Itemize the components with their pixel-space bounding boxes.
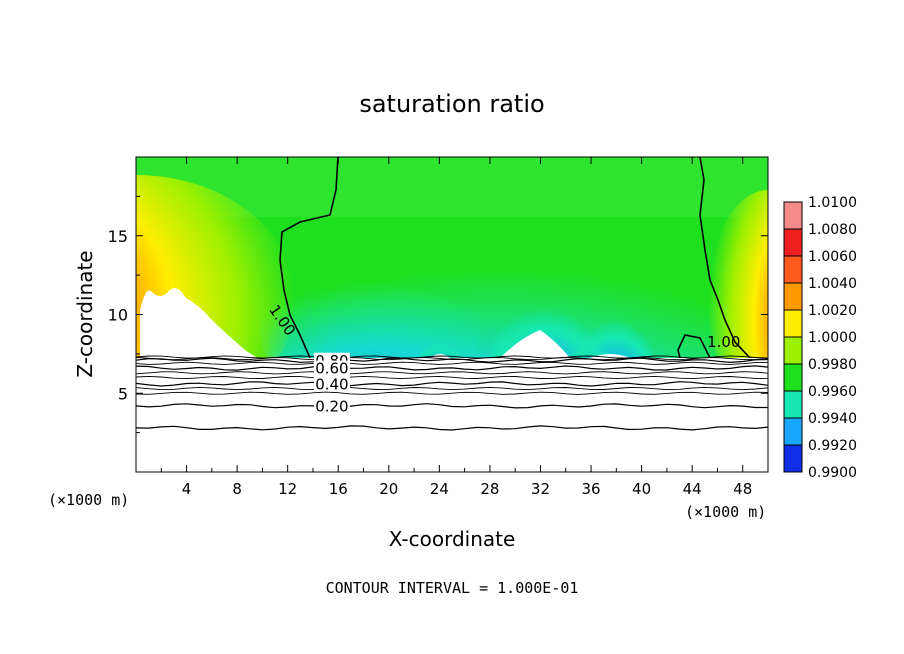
x-unit-label-right: (×1000 m) xyxy=(685,503,766,521)
colorbar-tick-label: 0.9940 xyxy=(808,411,857,427)
contour-label: 0.20 xyxy=(315,397,348,415)
contour-line-0.4 xyxy=(136,381,768,387)
colorbar-tick-label: 1.0000 xyxy=(808,330,857,346)
x-tick-label: 44 xyxy=(683,480,702,498)
colorbar-segment xyxy=(784,445,802,473)
supersaturation-right xyxy=(708,190,768,410)
x-tick-label: 36 xyxy=(581,480,600,498)
contour-line-minor xyxy=(136,371,768,375)
contour-line-0.1 xyxy=(136,425,768,431)
contour-line-minor xyxy=(136,355,768,359)
x-tick-label: 8 xyxy=(232,480,242,498)
colorbar-segment xyxy=(784,229,802,257)
colorbar-segment xyxy=(784,310,802,338)
contour-label-bg xyxy=(313,376,350,391)
x-tick-label: 4 xyxy=(182,480,192,498)
x-axis-label: X-coordinate xyxy=(389,527,516,551)
contour-line-0.8 xyxy=(136,357,768,364)
colorbar-segment xyxy=(784,256,802,284)
x-tick-label: 24 xyxy=(430,480,449,498)
lower-subsaturated-region xyxy=(136,358,768,472)
colorbar-tick-label: 0.9980 xyxy=(808,357,857,373)
colorbar-tick-label: 0.9920 xyxy=(808,438,857,454)
y-tick-label: 5 xyxy=(118,384,128,403)
contour-interval-footer: CONTOUR INTERVAL = 1.000E-01 xyxy=(326,579,579,597)
contour-label-bg xyxy=(313,398,350,413)
colorbar-segment xyxy=(784,337,802,365)
contour-labels: 0.800.600.400.201.001.00 xyxy=(265,301,740,415)
colorbar-tick-label: 1.0060 xyxy=(808,249,857,265)
y-axis-ticks: 5 10 15 xyxy=(108,195,768,434)
colorbar-segment xyxy=(784,391,802,419)
x-unit-label-left: (×1000 m) xyxy=(48,491,129,509)
colorbar-segment xyxy=(784,202,802,230)
contours-below xyxy=(136,355,768,431)
colorbar-tick-label: 1.0020 xyxy=(808,303,857,319)
colorbar-tick-label: 0.9900 xyxy=(808,465,857,481)
y-tick-label: 10 xyxy=(108,306,128,325)
chart-title: saturation ratio xyxy=(359,90,544,118)
x-tick-label: 40 xyxy=(632,480,651,498)
white-bumps-surface xyxy=(430,330,630,358)
x-tick-label: 32 xyxy=(531,480,550,498)
x-axis-ticks: 4 8 12 16 20 24 28 32 36 40 44 48 xyxy=(160,157,752,498)
plot-area xyxy=(136,157,768,472)
x-tick-label: 12 xyxy=(278,480,297,498)
contour-line-0.6 xyxy=(136,365,768,371)
x-tick-label: 48 xyxy=(733,480,752,498)
x-tick-label: 16 xyxy=(329,480,348,498)
contour-label: 0.40 xyxy=(315,375,348,393)
contour-line-minor xyxy=(136,391,768,395)
colorbar-segment xyxy=(784,283,802,311)
colorbar: 1.0100 1.0080 1.0060 1.0040 1.0020 1.0000 0.99… xyxy=(783,195,857,481)
y-axis-label: Z-coordinate xyxy=(73,250,97,377)
contour-line-0.2 xyxy=(136,403,768,409)
contour-line-minor xyxy=(136,386,768,391)
contour-line-minor xyxy=(136,375,768,380)
x-tick-label: 20 xyxy=(379,480,398,498)
contour-line-minor xyxy=(136,361,768,365)
y-tick-label: 15 xyxy=(108,227,128,246)
colorbar-segment xyxy=(784,418,802,446)
colorbar-tick-label: 0.9960 xyxy=(808,384,857,400)
x-tick-label: 28 xyxy=(480,480,499,498)
white-area-left xyxy=(140,288,258,358)
contour-1.00-right xyxy=(677,157,751,359)
contour-line-minor xyxy=(136,357,768,361)
colorbar-tick-label: 1.0100 xyxy=(808,195,857,211)
contour-label: 0.60 xyxy=(315,360,348,378)
colorbar-tick-label: 1.0080 xyxy=(808,222,857,238)
colorbar-tick-label: 1.0040 xyxy=(808,276,857,292)
contour-label-bg xyxy=(313,360,350,375)
contour-1.00-left xyxy=(279,157,339,359)
colorbar-segment xyxy=(784,364,802,392)
contour-label: 1.00 xyxy=(707,333,740,351)
